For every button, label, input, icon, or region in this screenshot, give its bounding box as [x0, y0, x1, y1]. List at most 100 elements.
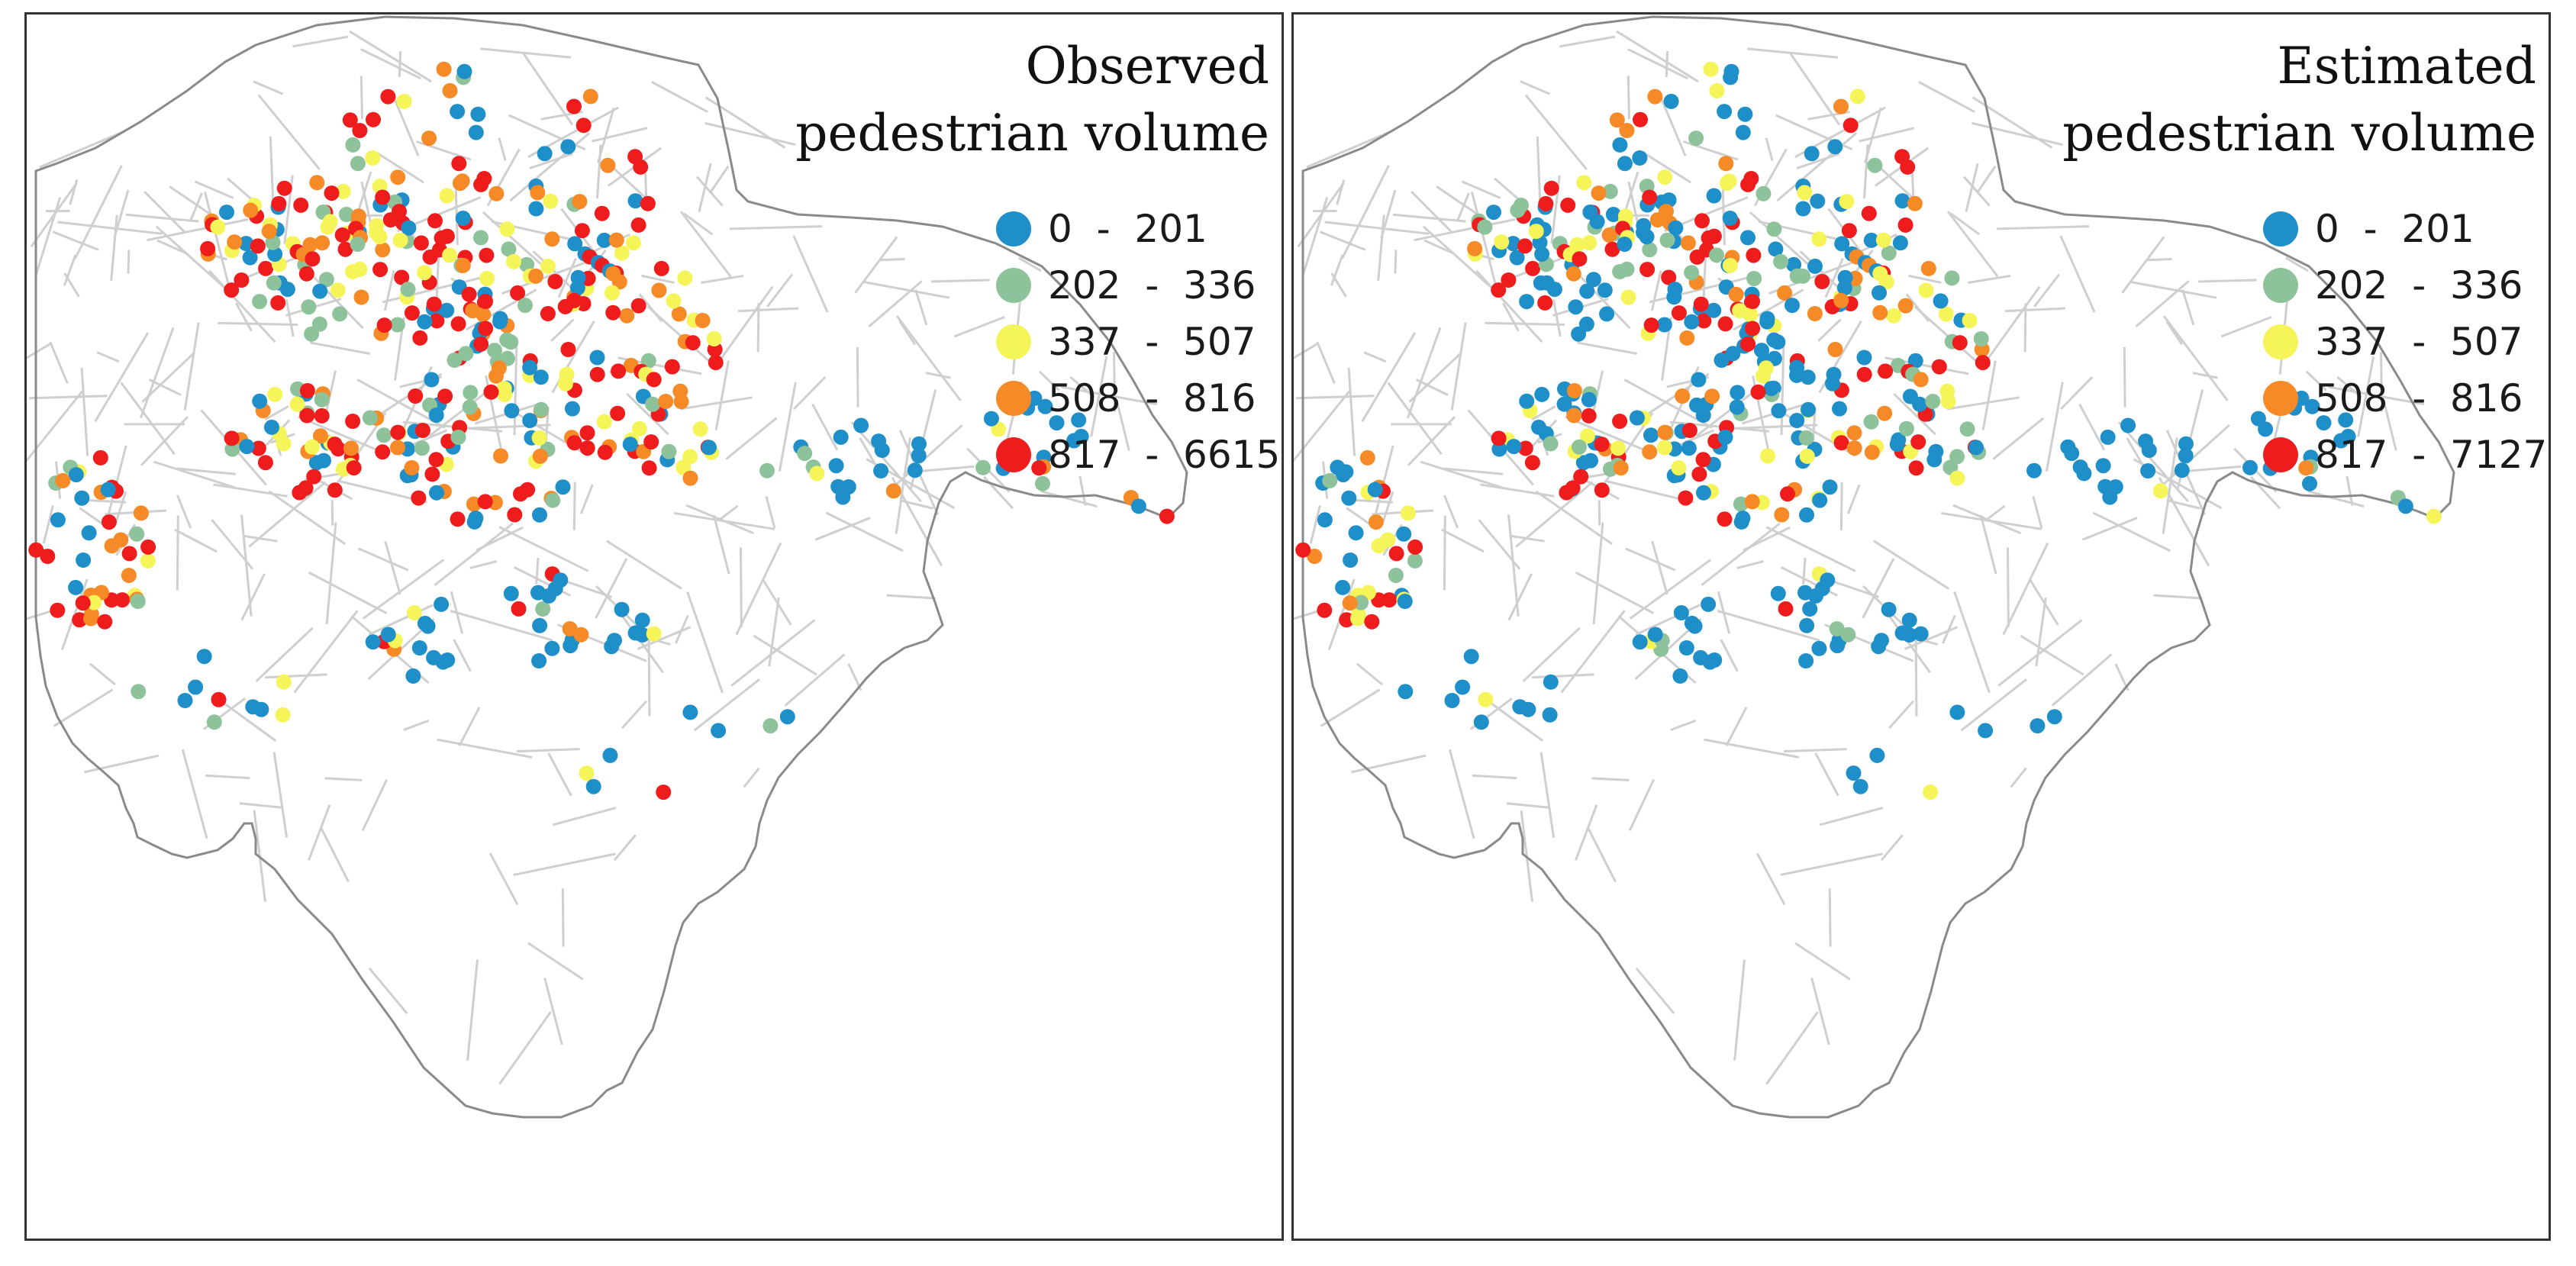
volume-point: [499, 221, 515, 237]
volume-point: [100, 482, 116, 498]
volume-point: [528, 201, 544, 217]
volume-point: [1846, 425, 1862, 441]
volume-point: [1875, 232, 1891, 248]
road-segment: [1670, 719, 1697, 731]
volume-points: [28, 61, 1175, 801]
road-segment: [1539, 752, 1556, 838]
road-segment: [213, 483, 288, 498]
volume-point: [1923, 784, 1939, 801]
volume-point: [1898, 420, 1914, 436]
volume-point: [1861, 205, 1877, 221]
road-segment: [1510, 534, 1545, 543]
volume-point: [335, 183, 351, 199]
observed-map: [27, 15, 1188, 1119]
volume-point: [1339, 612, 1355, 628]
volume-point: [55, 472, 71, 488]
legend: 0 - 201 202 - 336 337 - 507 508 - 816 81…: [996, 204, 1280, 486]
volume-point: [429, 313, 445, 329]
volume-point: [547, 274, 563, 289]
road-segment: [375, 151, 424, 184]
road-segment: [330, 412, 387, 493]
volume-point: [1944, 270, 1960, 286]
volume-point: [1568, 299, 1584, 315]
volume-point: [450, 316, 466, 332]
road-segment: [2307, 490, 2365, 508]
road-segment: [257, 94, 321, 170]
volume-point: [271, 195, 287, 211]
road-segment: [679, 396, 753, 411]
volume-point: [1031, 460, 1047, 476]
volume-point: [224, 282, 240, 298]
volume-point: [1799, 448, 1815, 464]
volume-point: [375, 189, 391, 205]
volume-point: [1834, 236, 1850, 252]
volume-point: [2304, 398, 2320, 414]
volume-point: [1295, 542, 1311, 558]
road-segment: [1629, 559, 1712, 620]
volume-point: [365, 634, 381, 650]
road-segment: [2345, 475, 2354, 506]
volume-point: [828, 458, 844, 474]
volume-point: [513, 486, 528, 502]
road-segment: [1356, 662, 1383, 686]
road-segment: [2181, 289, 2195, 326]
volume-point: [1612, 137, 1628, 153]
volume-point: [646, 626, 662, 642]
volume-point: [2141, 443, 2157, 458]
volume-point: [1647, 89, 1663, 105]
volume-point: [493, 448, 508, 464]
volume-point: [1949, 704, 1965, 720]
road-segment: [1960, 678, 2027, 732]
road-segment: [2162, 315, 2229, 401]
road-segment: [156, 239, 189, 256]
volume-point: [1494, 234, 1510, 250]
volume-point: [504, 403, 520, 419]
volume-point: [1605, 207, 1621, 222]
road-segment: [1592, 522, 1604, 624]
road-segment: [1381, 491, 1394, 523]
volume-point: [1889, 436, 1905, 453]
volume-point: [531, 653, 547, 668]
volume-point: [196, 649, 212, 665]
volume-point: [1071, 412, 1087, 428]
volume-point: [455, 211, 471, 226]
road-segment: [1627, 48, 1688, 80]
road-segment: [701, 274, 744, 284]
road-segment: [2078, 403, 2106, 451]
road-segment: [1502, 302, 1520, 332]
road-segment: [361, 778, 388, 832]
volume-point: [1661, 269, 1677, 285]
volume-point: [1388, 546, 1404, 562]
road-segment: [1649, 276, 1750, 304]
road-segment: [2161, 424, 2230, 487]
volume-point: [372, 262, 388, 278]
volume-point: [1695, 408, 1711, 423]
volume-point: [468, 124, 484, 140]
road-segment: [712, 514, 730, 575]
volume-point: [92, 449, 108, 465]
road-segment: [901, 499, 933, 510]
volume-point: [630, 217, 646, 233]
volume-point: [275, 707, 291, 723]
volume-point: [1722, 257, 1738, 273]
volume-point: [610, 405, 626, 421]
road-segment: [1470, 192, 1498, 288]
volume-point: [1657, 424, 1673, 440]
road-segment: [203, 192, 231, 288]
volume-point: [530, 185, 546, 201]
volume-point: [911, 448, 927, 463]
volume-point: [1833, 435, 1849, 451]
volume-point: [1901, 627, 1917, 643]
volume-point: [131, 684, 147, 700]
road-segment: [886, 594, 936, 600]
legend-label: 817 - 7127: [2315, 433, 2548, 477]
volume-point: [627, 149, 643, 165]
volume-point: [1978, 723, 1994, 739]
legend-label: 508 - 816: [2315, 376, 2523, 420]
volume-point: [1856, 350, 1872, 366]
road-segment: [94, 332, 150, 423]
volume-point: [1317, 512, 1333, 528]
volume-point: [439, 302, 455, 318]
road-network: [1294, 30, 2425, 1085]
road-segment: [2033, 273, 2061, 308]
